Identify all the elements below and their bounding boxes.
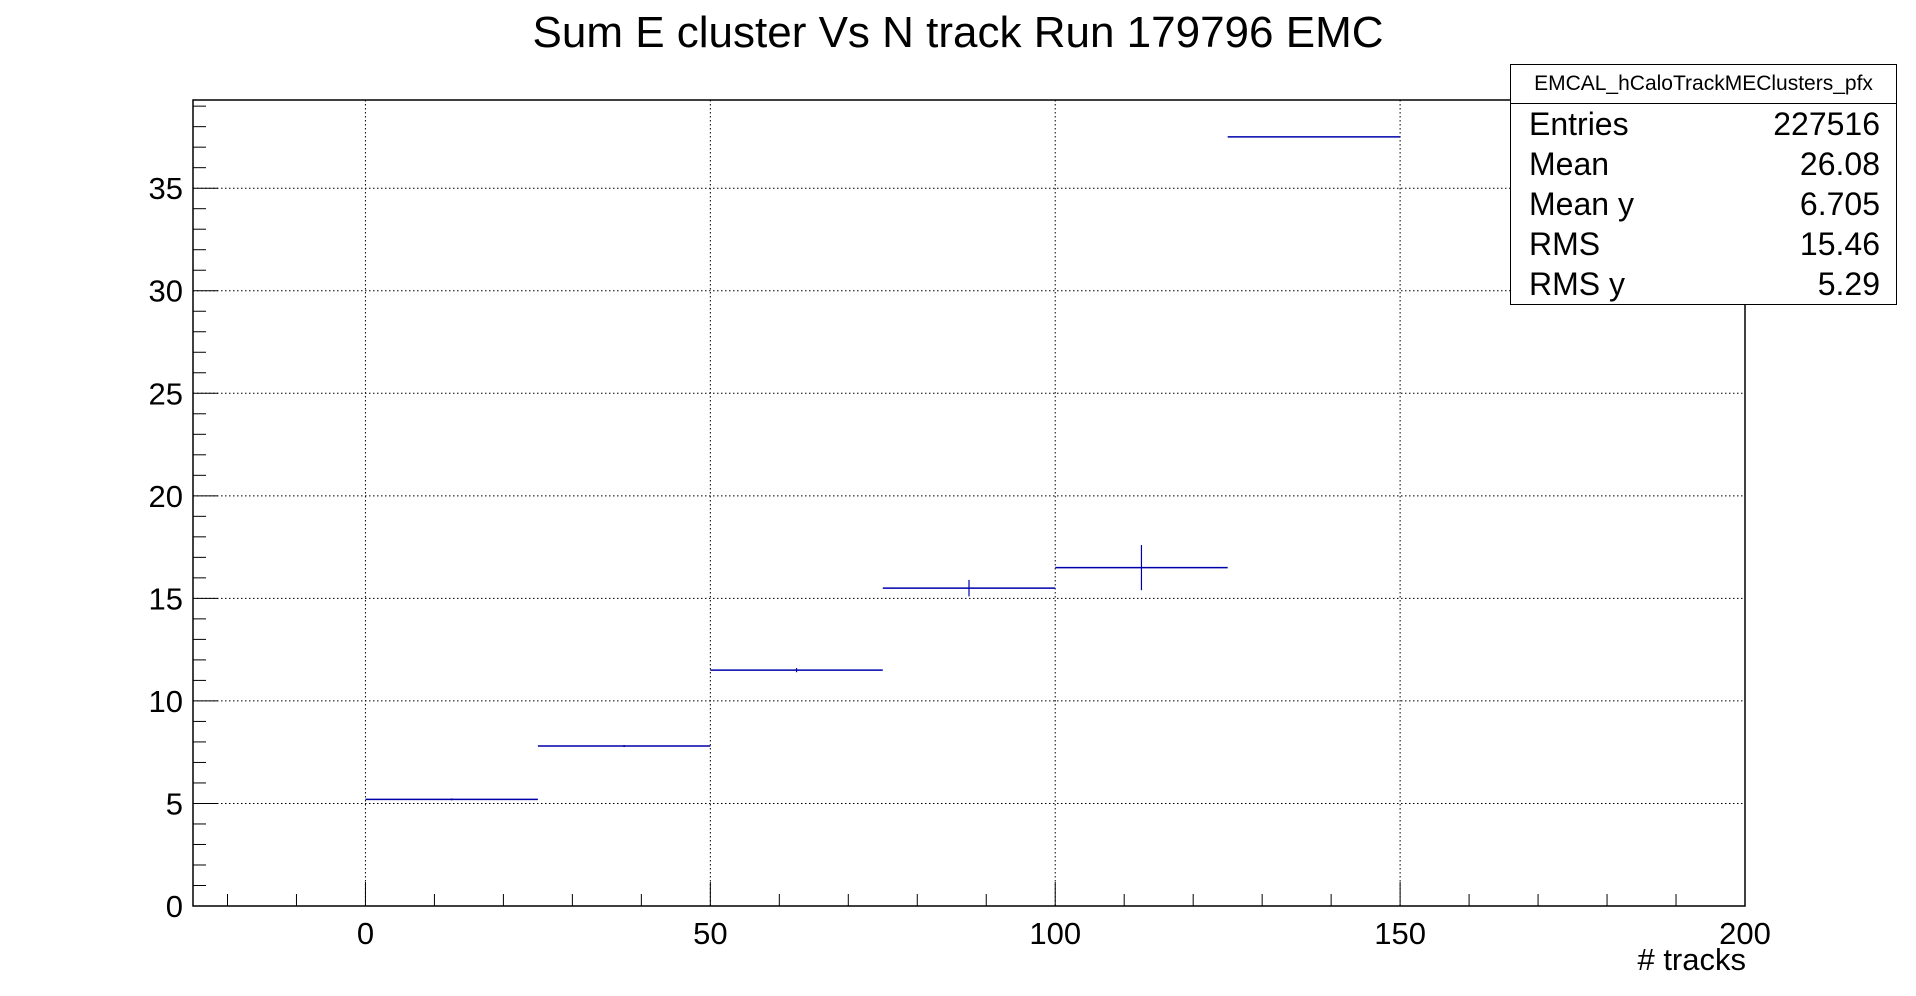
x-axis-label: # tracks [1637, 942, 1746, 977]
y-tick-label: 5 [166, 786, 183, 821]
x-tick-label: 200 [1719, 916, 1771, 951]
y-tick-label: 15 [149, 581, 183, 616]
stats-box: EMCAL_hCaloTrackMEClusters_pfx Entries 2… [1510, 64, 1897, 305]
plot-frame [192, 99, 1746, 907]
stats-label: Mean y [1529, 186, 1634, 222]
stats-value: 26.08 [1799, 146, 1880, 182]
stats-value: 15.46 [1799, 226, 1880, 262]
x-tick-label: 150 [1374, 916, 1426, 951]
y-tick-label: 30 [149, 274, 183, 309]
data-series [365, 136, 1401, 801]
stats-label: Entries [1529, 106, 1629, 142]
stats-row: RMS y 5.29 [1511, 264, 1896, 304]
stats-label: RMS [1529, 226, 1601, 262]
stats-row: Mean 26.08 [1511, 144, 1896, 184]
stats-label: Mean [1529, 146, 1610, 182]
stats-row: Entries 227516 [1511, 104, 1896, 144]
stats-box-name: EMCAL_hCaloTrackMEClusters_pfx [1511, 65, 1896, 104]
stats-row: Mean y 6.705 [1511, 184, 1896, 224]
stats-label: RMS y [1529, 266, 1625, 302]
stats-value: 5.29 [1817, 266, 1880, 302]
y-tick-label: 0 [166, 889, 183, 924]
y-tick-label: 35 [149, 171, 183, 206]
chart-title: Sum E cluster Vs N track Run 179796 EMC [532, 8, 1384, 57]
stats-value: 227516 [1773, 106, 1880, 142]
tick-labels: 0 50 100 150 200 0 5 10 15 20 25 30 35 [149, 171, 1771, 951]
x-tick-label: 100 [1029, 916, 1081, 951]
x-tick-label: 50 [693, 916, 727, 951]
stats-row: RMS 15.46 [1511, 224, 1896, 264]
y-tick-label: 25 [149, 376, 183, 411]
stats-value: 6.705 [1799, 186, 1880, 222]
grid-lines [193, 100, 1746, 907]
x-tick-label: 0 [357, 916, 374, 951]
y-tick-label: 20 [149, 479, 183, 514]
y-tick-label: 10 [149, 684, 183, 719]
